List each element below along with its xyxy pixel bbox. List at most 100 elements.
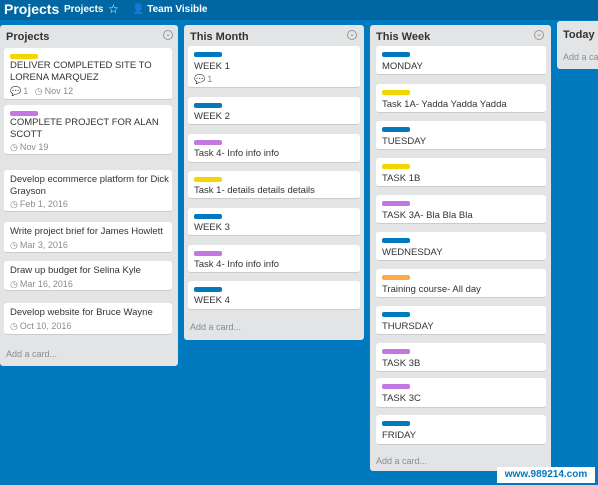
card-badges: ◷ Mar 16, 2016 xyxy=(10,279,73,290)
card-title: WEEK 2 xyxy=(194,111,230,122)
card-label xyxy=(382,312,410,317)
card-badges: ◷ Mar 3, 2016 xyxy=(10,240,68,251)
card-label xyxy=(382,275,410,280)
card-title: TASK 3C xyxy=(382,393,421,404)
card[interactable]: Develop website for Bruce Wayne ◷ Oct 10,… xyxy=(4,303,172,335)
list-title[interactable]: Projects xyxy=(6,31,50,43)
list-this-month: This Month ⌄ WEEK 1 💬 1 WEEK 2 Task 4- In… xyxy=(184,25,364,340)
card[interactable]: WEEK 1 💬 1 xyxy=(188,46,360,88)
add-card-button[interactable]: Add a card... xyxy=(6,349,58,359)
card-title: WEEK 4 xyxy=(194,295,230,306)
card-badges: 💬 1 ◷ Nov 12 xyxy=(10,86,73,97)
add-card-button[interactable]: Add a card... xyxy=(376,456,428,466)
due-date: Oct 10, 2016 xyxy=(19,321,72,331)
card-title: COMPLETE PROJECT FOR ALAN xyxy=(10,117,159,128)
card-title-line2: Grayson xyxy=(10,186,46,197)
card-label xyxy=(194,251,222,256)
card[interactable]: MONDAY xyxy=(376,46,546,75)
board-title[interactable]: Projects xyxy=(4,1,60,17)
card-label xyxy=(382,238,410,243)
due-date: Feb 1, 2016 xyxy=(19,199,68,209)
due-date: Mar 16, 2016 xyxy=(19,279,73,289)
card-label xyxy=(382,201,410,206)
card-title: TASK 1B xyxy=(382,173,421,184)
card-label xyxy=(382,421,410,426)
list-header: This Week ⌄ xyxy=(370,25,551,47)
list-header: This Month ⌄ xyxy=(184,25,364,47)
add-card-button[interactable]: Add a ca xyxy=(563,52,598,62)
card[interactable]: Training course- All day xyxy=(376,269,546,298)
comment-icon: 💬 xyxy=(194,74,206,84)
card[interactable]: TASK 3B xyxy=(376,343,546,372)
card-label xyxy=(382,52,410,57)
comment-icon: 💬 xyxy=(10,86,22,96)
card[interactable]: WEEK 4 xyxy=(188,281,360,310)
card-title: THURSDAY xyxy=(382,321,434,332)
team-visibility-button[interactable]: 👤 Team Visible xyxy=(132,4,207,15)
card-label xyxy=(10,54,38,59)
card-badges: ◷ Oct 10, 2016 xyxy=(10,321,71,332)
card[interactable]: Task 1- details details details xyxy=(188,171,360,199)
card[interactable]: TUESDAY xyxy=(376,121,546,150)
clock-icon: ◷ xyxy=(10,279,18,289)
card[interactable]: TASK 1B xyxy=(376,158,546,187)
clock-icon: ◷ xyxy=(34,86,43,96)
card-title: TUESDAY xyxy=(382,136,427,147)
list-menu-icon[interactable]: ⌄ xyxy=(534,30,544,40)
list-title[interactable]: This Week xyxy=(376,31,431,43)
card[interactable]: WEDNESDAY xyxy=(376,232,546,261)
due-date: Mar 3, 2016 xyxy=(19,240,68,250)
due-date: Nov 19 xyxy=(19,142,49,152)
card-title: Task 1A- Yadda Yadda Yadda xyxy=(382,99,507,110)
card[interactable]: THURSDAY xyxy=(376,306,546,335)
card-title-line2: LORENA MARQUEZ xyxy=(10,72,99,83)
clock-icon: ◷ xyxy=(10,199,18,209)
card-title: WEEK 3 xyxy=(194,222,230,233)
card[interactable]: Task 4- Info info info xyxy=(188,245,360,273)
card-title: Training course- All day xyxy=(382,284,481,295)
list-projects: Projects ⌄ DELIVER COMPLETED SITE TO LOR… xyxy=(0,25,178,366)
card[interactable]: Develop ecommerce platform for Dick Gray… xyxy=(4,170,172,212)
users-icon: 👤 xyxy=(132,4,148,15)
list-header: Projects ⌄ xyxy=(0,25,178,47)
card[interactable]: TASK 3C xyxy=(376,378,546,408)
list-title[interactable]: Today xyxy=(563,29,595,41)
comment-count: 1 xyxy=(207,74,213,84)
card[interactable]: DELIVER COMPLETED SITE TO LORENA MARQUEZ… xyxy=(4,48,172,100)
card-title: Draw up budget for Selina Kyle xyxy=(10,265,141,276)
card-label xyxy=(194,140,222,145)
card-title: TASK 3B xyxy=(382,358,421,369)
card-badges: 💬 1 xyxy=(194,74,212,85)
star-icon[interactable]: ☆ xyxy=(108,2,119,16)
list-menu-icon[interactable]: ⌄ xyxy=(347,30,357,40)
add-card-button[interactable]: Add a card... xyxy=(190,322,242,332)
comment-count: 1 xyxy=(23,86,29,96)
card-title: Write project brief for James Howlett xyxy=(10,226,163,237)
card-badges: ◷ Feb 1, 2016 xyxy=(10,199,68,210)
card-label xyxy=(382,164,410,169)
list-menu-icon[interactable]: ⌄ xyxy=(163,30,173,40)
card[interactable]: FRIDAY xyxy=(376,415,546,445)
list-title[interactable]: This Month xyxy=(190,31,249,43)
card[interactable]: Draw up budget for Selina Kyle ◷ Mar 16, … xyxy=(4,261,172,291)
card-label xyxy=(194,214,222,219)
card[interactable]: WEEK 2 xyxy=(188,97,360,125)
card[interactable]: Write project brief for James Howlett ◷ M… xyxy=(4,222,172,253)
clock-icon: ◷ xyxy=(10,142,18,152)
board-header: Projects Projects ☆ 👤 Team Visible xyxy=(0,0,598,20)
card[interactable]: Task 4- Info info info xyxy=(188,134,360,163)
card-badges: ◷ Nov 19 xyxy=(10,142,48,153)
card[interactable]: COMPLETE PROJECT FOR ALAN SCOTT ◷ Nov 19 xyxy=(4,105,172,155)
card-label xyxy=(382,384,410,389)
card-title: Task 1- details details details xyxy=(194,185,315,196)
watermark: www.989214.com xyxy=(497,467,595,483)
card[interactable]: Task 1A- Yadda Yadda Yadda xyxy=(376,84,546,113)
card[interactable]: TASK 3A- Bla Bla Bla xyxy=(376,195,546,224)
card[interactable]: WEEK 3 xyxy=(188,208,360,236)
card-title-line2: SCOTT xyxy=(10,129,43,140)
card-label xyxy=(10,111,38,116)
board-menu-button[interactable]: Projects xyxy=(64,4,104,15)
card-title: WEDNESDAY xyxy=(382,247,443,258)
card-label xyxy=(194,103,222,108)
team-visibility-label: Team Visible xyxy=(147,4,208,15)
